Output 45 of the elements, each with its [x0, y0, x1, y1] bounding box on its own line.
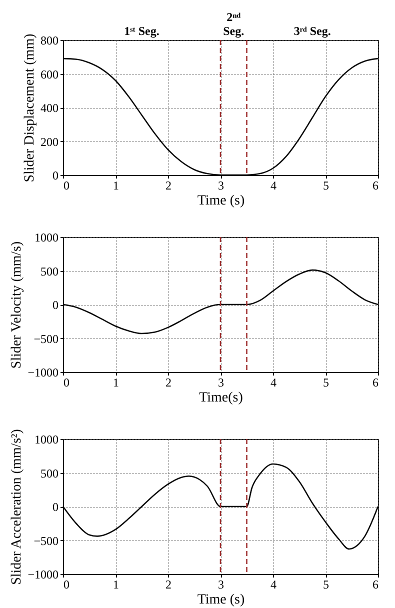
text: 3ʳᵈ Seg.: [294, 24, 331, 38]
x-axis-title: Time (s): [197, 592, 245, 608]
y-tick-label: 800: [40, 34, 58, 48]
y-tick-label: 400: [40, 101, 58, 115]
x-tick-label: 2: [166, 578, 172, 592]
y-tick-label: 0: [52, 500, 58, 514]
x-tick-label: 3: [218, 178, 224, 192]
text: 2ⁿᵈ Seg.: [223, 10, 244, 38]
y-tick-label: −1000: [28, 568, 58, 582]
x-axis-title: Time(s): [199, 390, 244, 406]
y-tick-label: 1000: [34, 230, 58, 244]
x-tick-label: 0: [64, 376, 70, 390]
x-tick-label: 5: [323, 178, 329, 192]
x-tick-label: 4: [270, 376, 276, 390]
x-tick-label: 6: [372, 376, 378, 390]
x-tick-label: 4: [270, 578, 276, 592]
y-tick-label: −500: [34, 534, 58, 548]
x-tick-label: 3: [218, 376, 224, 390]
y-tick-label: 500: [40, 466, 58, 480]
x-tick-label: 0: [64, 578, 70, 592]
x-tick-label: 1: [113, 178, 119, 192]
x-tick-label: 5: [323, 578, 329, 592]
text: 1ˢᵗ Seg.: [124, 24, 160, 38]
y-axis-title: Slider Displacement (mm): [22, 33, 38, 182]
y-tick-label: −1000: [28, 366, 58, 380]
x-tick-label: 6: [372, 578, 378, 592]
x-tick-label: 4: [270, 178, 276, 192]
x-tick-label: 1: [113, 376, 119, 390]
x-tick-label: 6: [372, 178, 378, 192]
x-tick-label: 2: [166, 376, 172, 390]
x-tick-label: 1: [113, 578, 119, 592]
x-axis-title: Time (s): [197, 194, 245, 208]
y-axis-title: Slider Velocity (mm/s): [10, 241, 25, 369]
y-tick-label: 1000: [34, 432, 58, 446]
y-axis-title: Slider Acceleration (mm/s²): [10, 428, 25, 585]
y-tick-label: −500: [34, 332, 58, 346]
x-tick-label: 3: [218, 578, 224, 592]
y-tick-label: 0: [52, 168, 58, 182]
y-tick-label: 500: [40, 264, 58, 278]
x-tick-label: 0: [64, 178, 70, 192]
y-tick-label: 0: [52, 298, 58, 312]
y-tick-label: 600: [40, 67, 58, 82]
x-tick-label: 5: [323, 376, 329, 390]
x-tick-label: 2: [166, 178, 172, 192]
y-tick-label: 200: [40, 134, 58, 149]
